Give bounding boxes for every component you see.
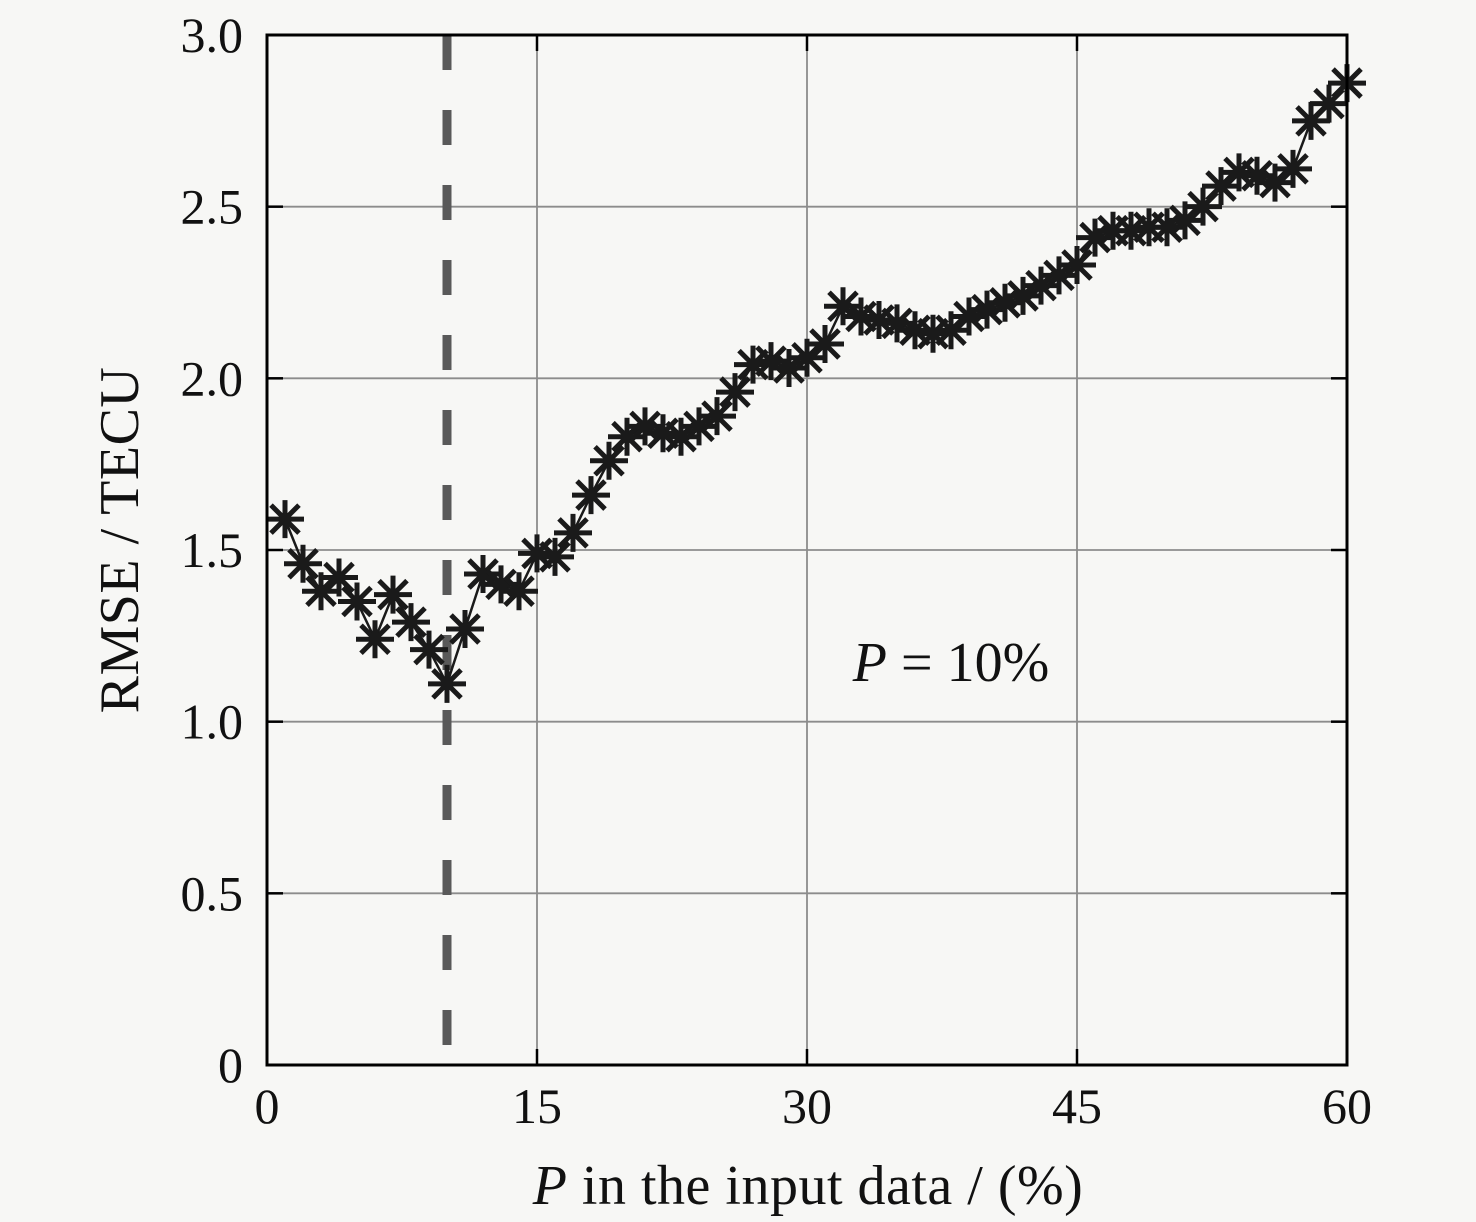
data-marker	[1166, 201, 1204, 240]
data-marker	[734, 345, 772, 384]
data-marker	[1202, 167, 1240, 206]
data-marker	[1256, 163, 1294, 202]
data-marker	[752, 342, 790, 381]
data-marker	[1004, 276, 1042, 315]
x-axis-label-variable: P	[532, 1155, 568, 1217]
data-marker	[770, 349, 808, 388]
data-marker	[446, 609, 484, 648]
data-marker	[1040, 256, 1078, 295]
x-axis-label-text: in the input data / (%)	[567, 1155, 1084, 1217]
data-marker	[1076, 218, 1114, 257]
data-marker	[716, 373, 754, 412]
y-tick-label: 2.5	[181, 179, 244, 235]
data-marker	[572, 476, 610, 515]
data-marker	[1310, 84, 1348, 123]
data-marker	[626, 407, 664, 446]
data-marker	[302, 572, 340, 611]
y-tick-label: 1.5	[181, 522, 244, 578]
data-marker	[644, 414, 682, 453]
data-marker	[320, 558, 358, 597]
data-marker	[788, 338, 826, 377]
data-marker	[500, 572, 538, 611]
data-marker	[410, 630, 448, 669]
x-tick-label: 0	[255, 1078, 280, 1134]
data-marker	[338, 582, 376, 621]
data-marker	[266, 500, 304, 539]
data-marker	[590, 441, 628, 480]
data-marker	[1184, 187, 1222, 226]
x-tick-label: 15	[512, 1078, 562, 1134]
x-tick-label: 45	[1052, 1078, 1102, 1134]
y-tick-label: 2.0	[181, 350, 244, 406]
y-tick-label: 0.5	[181, 865, 244, 921]
data-marker	[842, 297, 880, 336]
data-marker	[374, 575, 412, 614]
data-marker	[662, 417, 700, 456]
annotation-variable: P	[852, 632, 887, 695]
data-marker	[698, 397, 736, 436]
data-marker	[1292, 101, 1330, 140]
annotation-text: = 10%	[886, 632, 1050, 695]
data-marker	[1238, 156, 1276, 195]
data-marker	[950, 297, 988, 336]
data-marker	[860, 300, 898, 339]
x-axis-label: P in the input data / (%)	[533, 1154, 1084, 1218]
data-marker	[1274, 149, 1312, 188]
data-marker	[932, 311, 970, 350]
data-marker	[1220, 153, 1258, 192]
data-marker	[392, 603, 430, 642]
data-marker	[680, 407, 718, 446]
data-marker	[878, 304, 916, 343]
data-marker	[1058, 246, 1096, 285]
data-marker	[986, 283, 1024, 322]
data-marker	[914, 314, 952, 353]
data-marker	[464, 555, 502, 594]
data-marker	[806, 325, 844, 363]
data-marker	[1148, 208, 1186, 247]
data-marker	[356, 620, 394, 659]
data-marker	[824, 287, 862, 326]
data-marker	[428, 664, 466, 703]
y-tick-label: 3.0	[181, 7, 244, 63]
y-tick-label: 0	[218, 1037, 243, 1093]
data-marker	[536, 537, 574, 576]
data-marker	[1112, 211, 1150, 250]
y-tick-label: 1.0	[181, 694, 244, 750]
data-marker	[608, 417, 646, 456]
x-tick-label: 60	[1322, 1078, 1372, 1134]
y-axis-label: RMSE / TECU	[89, 366, 151, 714]
data-marker	[482, 565, 520, 604]
data-marker	[554, 513, 592, 552]
data-marker	[1022, 266, 1060, 305]
data-marker	[968, 290, 1006, 329]
data-marker	[518, 534, 556, 573]
data-marker	[284, 544, 322, 583]
data-marker	[896, 311, 934, 350]
annotation-p-equals-10: P = 10%	[853, 631, 1049, 695]
x-tick-label: 30	[782, 1078, 832, 1134]
